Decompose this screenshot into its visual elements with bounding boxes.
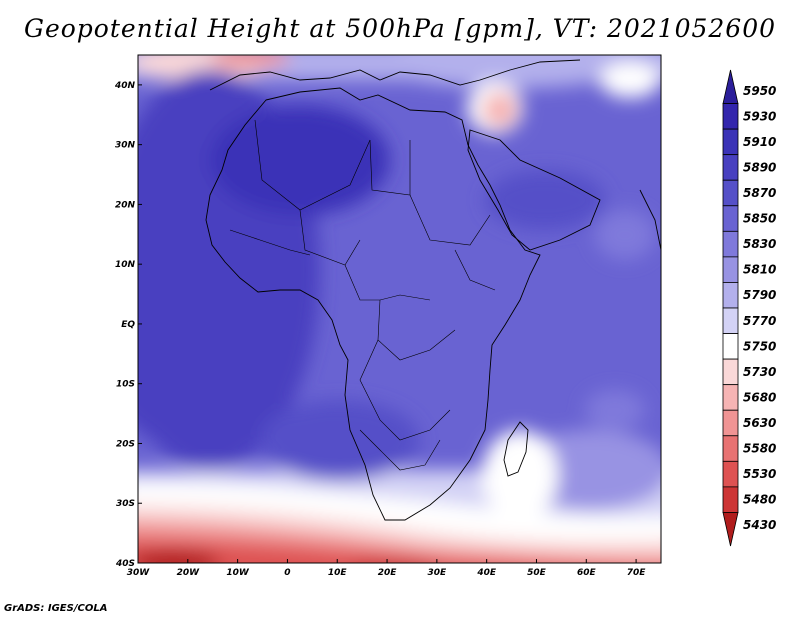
colorbar-segment: [722, 128, 739, 156]
lon-tick-label: 20E: [378, 568, 398, 578]
colorbar-segment: [722, 409, 739, 437]
colorbar-segment: [722, 460, 739, 488]
lat-tick-label: 20N: [115, 200, 136, 210]
map-title: Geopotential Height at 500hPa [gpm], VT:…: [23, 14, 777, 43]
europe-coastline: [209, 59, 581, 91]
colorbar-segment: [722, 358, 739, 386]
colorbar-segment: [722, 69, 739, 104]
latitude-ticks: 40N 30N 20N 10N EQ 10S 20S 30S 40S: [114, 81, 142, 569]
lat-tick-label: 10N: [115, 260, 136, 270]
colorbar-segment: [722, 307, 739, 334]
colorbar-label: 5950: [743, 84, 776, 98]
colorbar-label: 5530: [743, 467, 776, 481]
colorbar-label: 5580: [743, 442, 776, 456]
colorbar: 5950 5930 5910 5890 5870 5850 5830 5810 5790 5770…: [722, 69, 776, 547]
lon-tick-label: 10E: [328, 568, 348, 578]
colorbar-label: 5910: [743, 135, 776, 149]
colorbar-label: 5930: [743, 109, 776, 123]
colorbar-segment: [722, 486, 739, 513]
colorbar-segment: [722, 512, 739, 547]
longitude-ticks: 30W 20W 10W 0 10E 20E 30E 40E 50E 60E 70E: [127, 559, 647, 578]
arabia-coastline: [467, 129, 601, 251]
colorbar-segment: [722, 205, 739, 232]
colorbar-label: 5680: [743, 390, 776, 404]
colorbar-segment: [722, 435, 739, 462]
lon-tick-label: 70E: [627, 568, 647, 578]
colorbar-label: 5790: [743, 288, 776, 302]
colorbar-label: 5810: [743, 263, 776, 277]
colorbar-segment: [722, 154, 739, 181]
colorbar-label: 5850: [743, 212, 776, 226]
colorbar-segment: [722, 282, 739, 309]
map-frame: [137, 54, 662, 564]
lon-tick-label: 30W: [127, 568, 151, 578]
colorbar-segment: [722, 256, 739, 283]
colorbar-label: 5870: [743, 186, 776, 200]
africa-coastline: [205, 87, 541, 521]
colorbar-segment: [722, 333, 739, 360]
madagascar-coastline: [503, 421, 529, 477]
lat-tick-label: 10S: [116, 380, 135, 390]
lon-tick-label: 60E: [577, 568, 597, 578]
india-coastline: [639, 189, 661, 251]
colorbar-segment: [722, 384, 739, 411]
colorbar-segment: [722, 230, 739, 258]
coastlines: [205, 59, 661, 521]
colorbar-segment: [722, 179, 739, 207]
colorbar-label: 5730: [743, 365, 776, 379]
lon-tick-label: 50E: [527, 568, 547, 578]
country-borders: [229, 119, 496, 471]
grads-credit: GrADS: IGES/COLA: [4, 603, 108, 614]
colorbar-label: 5890: [743, 160, 776, 174]
lat-tick-label: 40S: [115, 559, 135, 569]
colorbar-label: 5830: [743, 237, 776, 251]
colorbar-label: 5480: [743, 493, 776, 507]
lat-tick-label: 20S: [116, 439, 135, 449]
colorbar-label: 5750: [743, 339, 776, 353]
lon-tick-label: 20W: [177, 568, 201, 578]
lat-tick-label: 40N: [114, 81, 136, 91]
lon-tick-label: 30E: [428, 568, 448, 578]
lat-tick-label: 30N: [115, 141, 136, 151]
height-field: [138, 55, 661, 563]
colorbar-segment: [722, 103, 739, 130]
lon-tick-label: 0: [284, 568, 290, 578]
colorbar-label: 5430: [743, 518, 776, 532]
lat-tick-label: 30S: [116, 499, 135, 509]
lon-tick-label: 40E: [476, 568, 497, 578]
lat-tick-label: EQ: [121, 320, 135, 330]
lon-tick-label: 10W: [226, 568, 250, 578]
colorbar-label: 5770: [743, 314, 776, 328]
colorbar-label: 5630: [743, 416, 776, 430]
